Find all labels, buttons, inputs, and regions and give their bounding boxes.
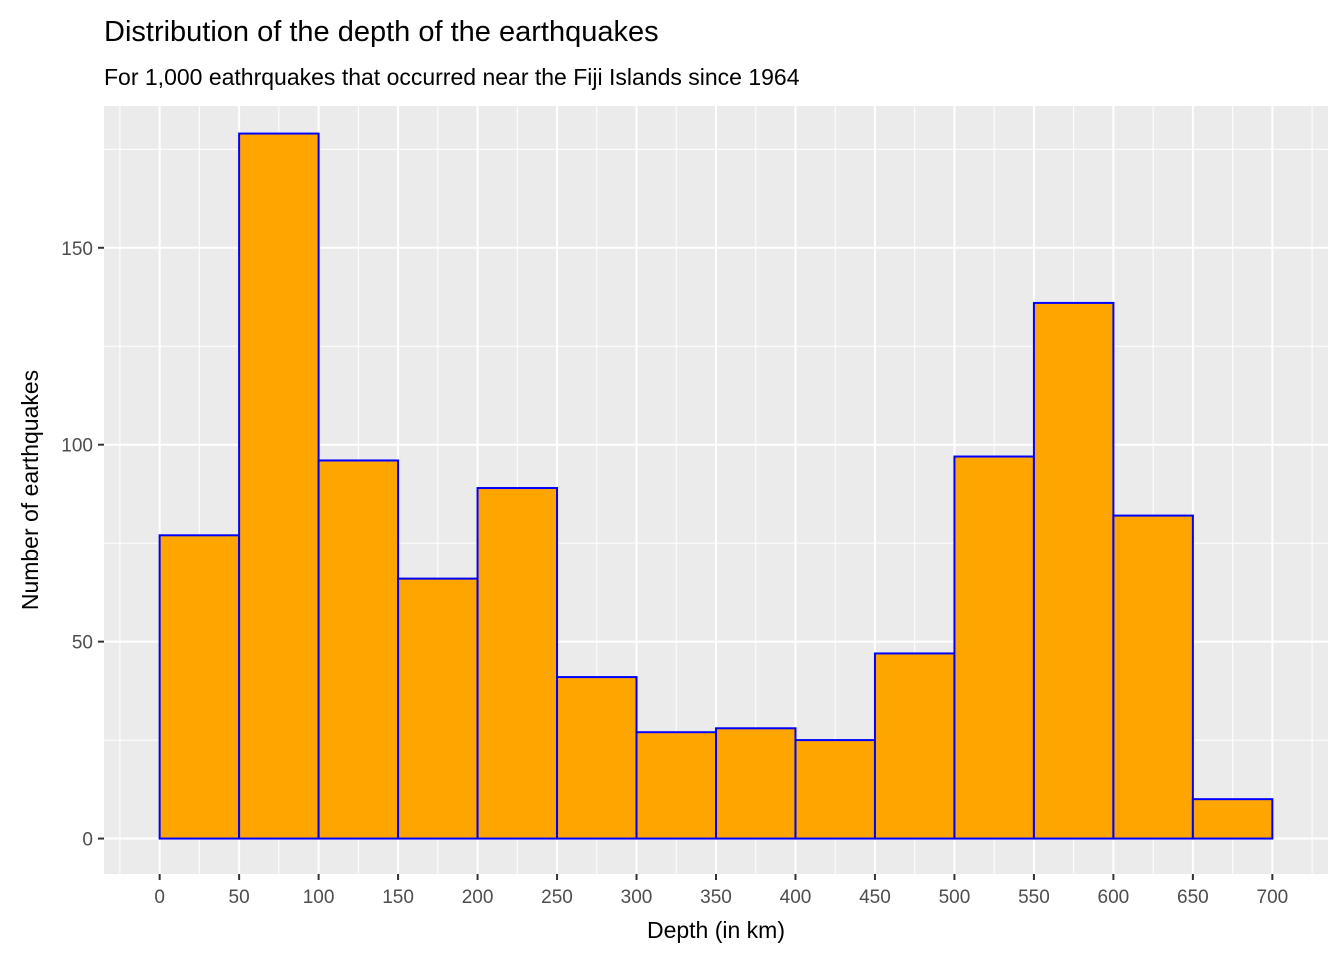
histogram-bar	[953, 455, 1035, 840]
histogram-bar	[635, 731, 717, 840]
histogram-bar	[238, 132, 320, 840]
histogram-bar	[715, 727, 797, 840]
histogram-bar	[476, 487, 559, 840]
x-tick-label: 250	[541, 887, 573, 908]
x-tick-label: 100	[303, 887, 335, 908]
chart-subtitle: For 1,000 eathrquakes that occurred near…	[104, 64, 800, 90]
x-tick-label: 200	[462, 887, 494, 908]
y-tick-label: 150	[61, 239, 93, 260]
histogram-bar	[397, 577, 479, 840]
bars	[158, 132, 1274, 840]
x-tick-label: 150	[382, 887, 414, 908]
histogram-bar	[794, 739, 876, 840]
x-tick-label: 400	[780, 887, 812, 908]
x-tick-label: 300	[621, 887, 653, 908]
x-tick-label: 550	[1018, 887, 1050, 908]
x-tick-label: 450	[859, 887, 891, 908]
histogram-bar	[556, 676, 638, 840]
histogram-bar	[873, 652, 956, 840]
x-tick-label: 0	[154, 887, 165, 908]
x-tick-label: 50	[229, 887, 250, 908]
x-axis-label: Depth (in km)	[647, 917, 785, 943]
histogram-bar	[1112, 514, 1194, 840]
histogram-bar	[158, 534, 241, 840]
y-axis: 0 50 100 150	[61, 239, 104, 851]
x-tick-label: 350	[700, 887, 732, 908]
x-tick-label: 650	[1177, 887, 1209, 908]
y-axis-label: Number of earthquakes	[17, 370, 43, 610]
y-tick-label: 50	[72, 633, 93, 654]
x-axis: 0 50 100 150 200 250 300 350 400 450 500 550 600 650 7…	[154, 874, 1288, 908]
histogram-bar	[317, 459, 400, 840]
x-tick-label: 600	[1098, 887, 1130, 908]
x-tick-label: 700	[1257, 887, 1289, 908]
histogram-bar	[1191, 798, 1274, 840]
x-tick-label: 500	[939, 887, 971, 908]
y-tick-label: 0	[82, 830, 93, 851]
chart-title: Distribution of the depth of the earthqu…	[104, 16, 659, 48]
y-tick-label: 100	[61, 436, 93, 457]
histogram-bar	[1032, 301, 1115, 840]
